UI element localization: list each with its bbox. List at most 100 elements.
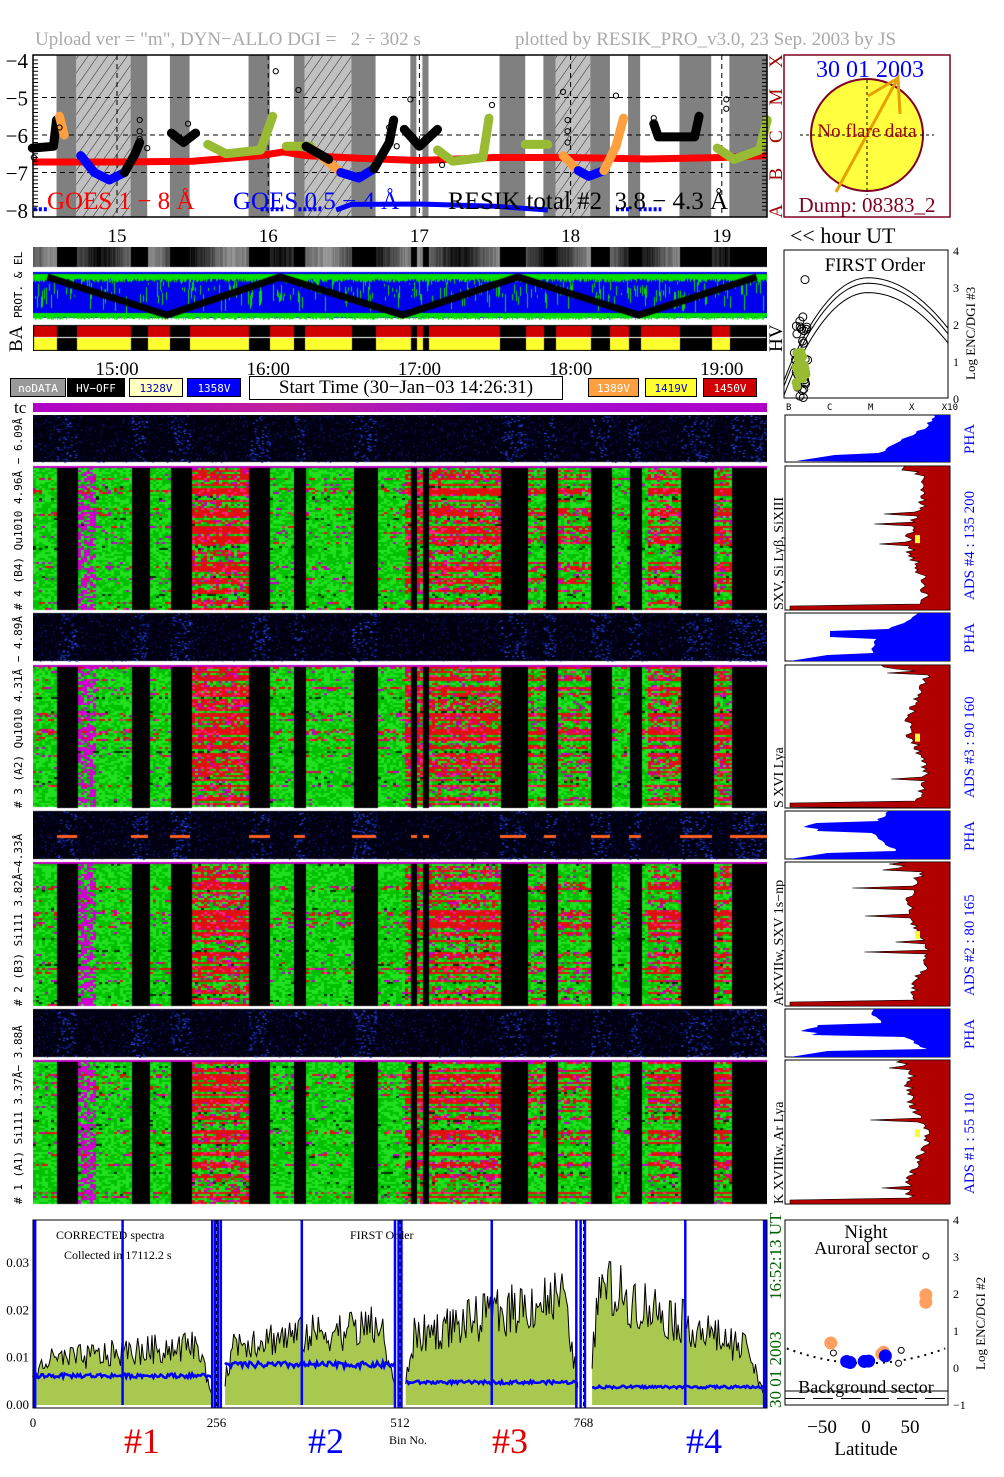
sun-date: 30 01 2003: [816, 57, 924, 83]
hour-tick: 18: [561, 226, 580, 247]
legend-resik: RESIK total #2 3.8 − 4.3 Å: [448, 188, 728, 215]
resik-outlier-point: [393, 143, 400, 150]
latitude-x-tick: 50: [901, 1417, 920, 1438]
first-order-y-tick: 3: [953, 281, 959, 295]
resik-segment: [166, 128, 201, 147]
legend-goes-long: GOES 1 − 8 Å: [47, 188, 194, 215]
first-order-x-ticks: B C M X X10: [786, 403, 958, 413]
channel-mark-2: #2: [308, 1421, 344, 1461]
first-order-x-tick: M: [868, 403, 874, 413]
light-curve-plot: −4 −5 −6 −7 −8 X M C B A GOES 1 − 8 Å GOES 0.5 −…: [6, 49, 787, 247]
hour-tick: 17: [410, 226, 429, 247]
first-order-green-point: [791, 377, 801, 387]
first-order-point: [800, 275, 810, 285]
pha-histogram: [796, 415, 950, 462]
hour-tick: 15: [108, 226, 127, 247]
y-tick-label: −5: [6, 87, 28, 111]
channel-line-label: S XVI Lya: [772, 747, 787, 808]
channel-line-label: SXV, Si Lyβ, SiXIII: [772, 497, 787, 610]
dark-band: [351, 55, 376, 217]
prot-el-label: PROT. & EL: [12, 251, 25, 318]
spectrum-x-ticks: 0 256 512 768: [30, 1415, 594, 1430]
class-letter: C: [766, 130, 787, 143]
first-order-title: FIRST Order: [825, 255, 926, 276]
time-tick-labels: 15:00 16:00 17:00 18:00 19:00: [95, 359, 743, 380]
channel-left-label: # 3 (A2) Qu1010 4.31Å − 4.89Å: [12, 616, 25, 808]
legend-1389v: 1389V: [588, 378, 639, 397]
spectrogram-panels: [33, 415, 767, 1205]
ads-marker: [915, 535, 920, 544]
resik-segment: [336, 164, 379, 183]
resik-segment: [301, 141, 334, 164]
spectrum-fill-#2: [225, 1306, 395, 1405]
first-order-marks: [783, 275, 949, 403]
time-tick: 16:00: [247, 359, 290, 380]
latitude-x-tick: −50: [807, 1417, 837, 1438]
dump-label: Dump: 08383_2: [798, 193, 935, 217]
resik-segment: [76, 151, 130, 185]
latitude-marks: [785, 1252, 948, 1399]
dark-band: [248, 55, 270, 217]
y-tick-label: −7: [6, 162, 28, 186]
channel-mark-1: #1: [124, 1421, 160, 1461]
resik-outlier-point: [612, 92, 620, 99]
resik-outlier-point: [272, 68, 279, 75]
resik-outlier-point: [559, 88, 567, 95]
flux-model-curve: [783, 282, 949, 387]
resik-outlier-point: [184, 120, 192, 127]
latitude-background-label: Background sector: [798, 1377, 933, 1397]
background-line-#2: [224, 1357, 396, 1372]
header-upload-info: Upload ver = "m", DYN−ALLO DGI = 2 ÷ 302…: [35, 29, 421, 50]
sun-panel: 30 01 2003 No flare data Dump: 08383_2: [783, 54, 951, 218]
ads-histogram: [789, 1059, 951, 1205]
spectrum-plot: 0.00 0.01 0.02 0.03 0 256 512 768 CORRECTED sp…: [6, 1212, 785, 1461]
hatched-band: [555, 55, 591, 217]
spectrum-date: 30 01 2003: [766, 1332, 785, 1409]
no-flare-data-label: No flare data: [817, 121, 917, 142]
spectrum-x-tick: 512: [390, 1415, 410, 1430]
latitude-point: [829, 1349, 837, 1357]
spectrum-marks: [31, 1220, 767, 1408]
first-order-point: [798, 393, 808, 403]
dark-band: [293, 55, 305, 217]
first-order-point: [795, 322, 805, 332]
legend-nodata: noDATA: [10, 378, 66, 397]
goes-class-letters: X M C B A: [766, 54, 787, 218]
resik-segment: [599, 113, 628, 176]
spectrum-line-#2: [224, 1306, 395, 1387]
pha-histogram: [790, 811, 950, 859]
spectrum-x-tick: 768: [574, 1415, 594, 1430]
channel-ads-label: ADS #2 : 80 165: [962, 894, 978, 996]
latitude-point: [824, 1336, 838, 1350]
hour-ut-label: << hour UT: [790, 223, 896, 248]
channel-pha-label: PHA: [962, 623, 978, 653]
resik-segment: [399, 124, 442, 151]
latitude-point: [878, 1349, 892, 1363]
first-order-point: [802, 322, 812, 332]
spectrum-x-tick: 0: [30, 1415, 37, 1430]
legend-goes-short: GOES 0.5 − 4 Å: [233, 188, 399, 215]
resik-outlier-point: [386, 124, 393, 131]
latitude-y-tick: 3: [953, 1250, 959, 1264]
latitude-y-tick: 0: [953, 1361, 959, 1375]
spectrum-y-tick: 0.03: [6, 1255, 29, 1270]
resik-segment: [433, 113, 494, 166]
legend-1358v: 1358V: [187, 378, 241, 397]
y-tick-label: −6: [6, 124, 28, 148]
tc-bar: [33, 403, 767, 412]
spectrum-order: FIRST Order: [350, 1228, 413, 1242]
light-curve-shaded-bands: [56, 55, 767, 217]
y-tick-label: −4: [6, 49, 29, 73]
spectrum-collected: Collected in 17112.2 s: [64, 1248, 172, 1262]
spectrum-y-tick: 0.01: [6, 1350, 29, 1365]
first-order-y-tick: 1: [953, 355, 959, 369]
tc-label: tc: [14, 398, 27, 417]
latitude-point: [897, 1346, 905, 1354]
channel-mark-3: #3: [492, 1421, 528, 1461]
ads-marker: [915, 1129, 920, 1138]
latitude-title-auroral: Auroral sector: [814, 1238, 917, 1258]
hatched-band: [76, 55, 131, 217]
latitude-point: [922, 1252, 930, 1260]
class-letter: A: [766, 204, 787, 218]
